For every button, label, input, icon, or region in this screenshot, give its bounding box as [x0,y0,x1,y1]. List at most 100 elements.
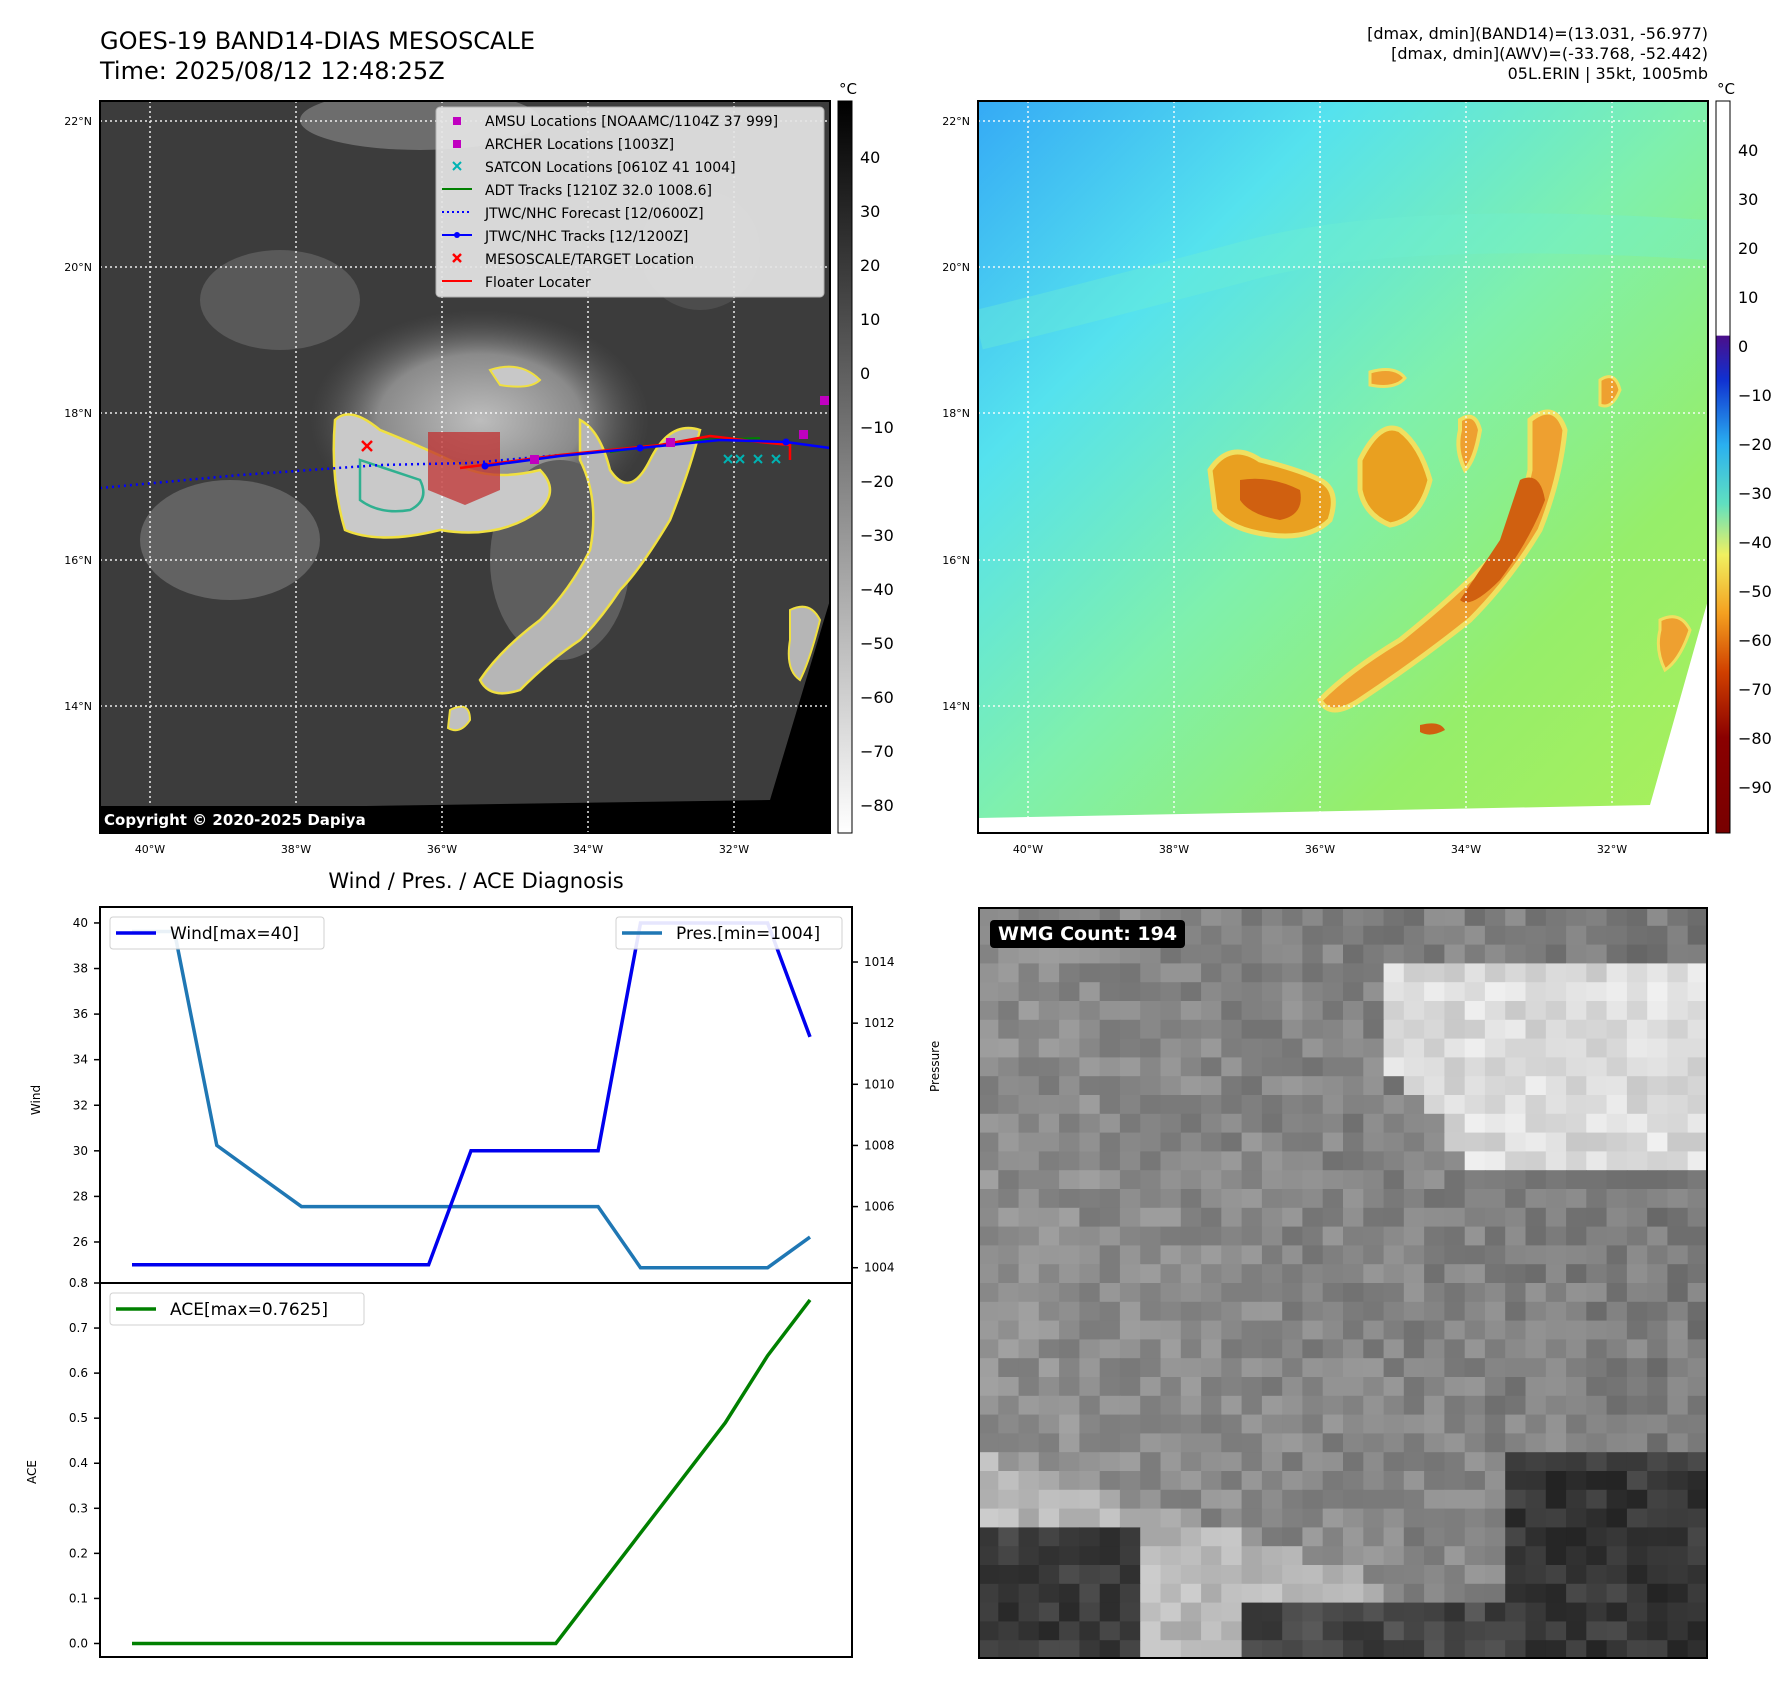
wmg-cell [1322,1189,1344,1209]
wmg-cell [1626,1640,1648,1659]
wmg-cell [1363,1527,1385,1547]
wmg-cell [1505,1565,1527,1585]
wmg-cell [1444,1151,1466,1171]
wmg-cell [1626,1377,1648,1397]
wmg-cell [1687,1508,1708,1528]
wmg-cell [1099,1151,1121,1171]
wmg-cell [1018,963,1040,983]
wmg-cell [1566,925,1587,946]
wmg-cell [1282,1301,1304,1322]
wmg-cell [1424,1113,1445,1134]
wmg-cell [1566,1377,1587,1397]
wmg-cell [1302,1583,1324,1604]
wmg-cell [1545,1414,1567,1434]
wmg-cell [1525,1527,1547,1547]
wmg-cell [1687,963,1708,983]
wmg-cell [1140,1001,1162,1021]
wmg-cell [1221,1508,1243,1528]
wmg-cell [1505,1226,1527,1246]
wmg-cell [1140,1189,1162,1209]
cbar-tick: −80 [860,796,894,815]
wmg-cell [998,1640,1020,1659]
wmg-cell [1647,1433,1669,1453]
cbar-tick: −90 [1738,778,1772,797]
wmg-cell [1201,963,1222,983]
ace-plot-frame [99,1282,853,1658]
wmg-cell [1444,1546,1466,1566]
wmg-cell [1140,1527,1162,1547]
jtwc-track-line [484,438,830,468]
wmg-cell [1140,1489,1162,1510]
wmg-cell [1180,907,1202,927]
wmg-cell [1383,1301,1405,1322]
wmg-cell [1119,1226,1141,1246]
wmg-cell [1545,1433,1567,1453]
wmg-cell [1241,1283,1263,1303]
wmg-cell [1363,1301,1385,1322]
wmg-cell [1180,944,1202,964]
wmg-cell [1566,907,1587,927]
legend-archer: ARCHER Locations [1003Z] [485,137,674,153]
wmg-cell [1241,1264,1263,1284]
ace-legend-box [109,1292,365,1326]
wmg-cell [1079,1245,1101,1265]
wmg-cell [1302,1095,1324,1115]
wmg-cell [1261,1395,1283,1416]
cbar-tick: −60 [860,688,894,707]
wmg-cell [1687,1076,1708,1096]
wmg-cell [978,1339,999,1359]
wmg-cell [1383,1113,1405,1134]
wmg-cell [1302,1527,1324,1547]
wmg-cell [1484,1095,1506,1115]
wmg-cell [1505,1019,1527,1040]
wmg-cell [1180,1565,1202,1585]
wmg-cell [1119,1320,1141,1340]
wmg-cell [1099,1245,1121,1265]
wmg-cell [1647,1095,1669,1115]
wmg-cell [1383,907,1405,927]
wmg-cell [1545,1546,1567,1566]
wmg-cell [1099,982,1121,1002]
wmg-cell [1261,1019,1283,1040]
wmg-cell [1525,1471,1547,1491]
wmg-cell [1424,1508,1445,1528]
wmg-cell [1119,1151,1141,1171]
wmg-cell [1626,1471,1648,1491]
wmg-cell [1282,1452,1304,1472]
wmg-cell [1180,1151,1202,1171]
wmg-cell [1059,1320,1080,1340]
wmg-cell [1586,1471,1608,1491]
wmg-cell [1018,944,1040,964]
wmg-cell [1160,1057,1182,1077]
wmg-cell [1241,1621,1263,1641]
wmg-cell [1464,1057,1486,1077]
wmg-cell [1626,1170,1648,1190]
wmg-cell [1059,1433,1080,1453]
wmg-cell [1302,1489,1324,1510]
wmg-cell [1383,963,1405,983]
wmg-cell [1687,1057,1708,1077]
wmg-cell [1363,1602,1385,1622]
target-x-marker [361,440,373,452]
wmg-cell [978,1433,999,1453]
wmg-cell [1505,944,1527,964]
cbar-tick: −20 [1738,435,1772,454]
wmg-cell [1586,1038,1608,1058]
wmg-cell [1484,1452,1506,1472]
wmg-cell [1180,925,1202,946]
wmg-cell [1403,1583,1425,1604]
wmg-cell [1221,1583,1243,1604]
wmg-cell [1424,1076,1445,1096]
wmg-cell [1626,1301,1648,1322]
wmg-cell [1201,1226,1222,1246]
wmg-cell [1424,1358,1445,1378]
wmg-cell [1525,1358,1547,1378]
wmg-cell [1160,963,1182,983]
wmg-cell [1403,1301,1425,1322]
awv-colorbar [1715,100,1731,834]
wmg-cell [1140,1471,1162,1491]
wmg-cell [1119,1583,1141,1604]
wmg-cell [1059,1113,1080,1134]
wmg-cell [1018,1546,1040,1566]
wmg-cell [1140,982,1162,1002]
